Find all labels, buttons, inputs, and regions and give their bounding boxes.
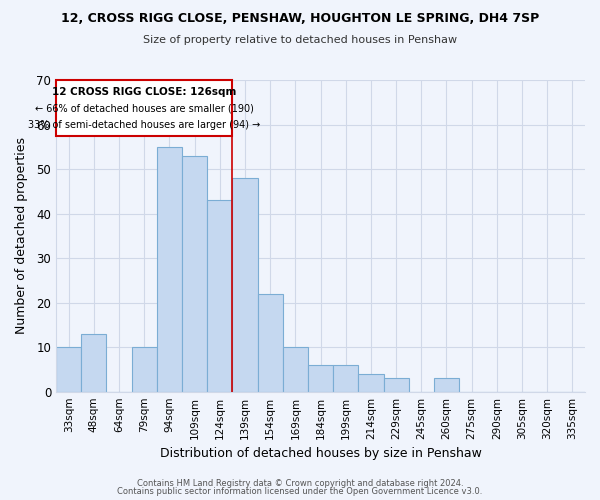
X-axis label: Distribution of detached houses by size in Penshaw: Distribution of detached houses by size … bbox=[160, 447, 481, 460]
Text: Contains HM Land Registry data © Crown copyright and database right 2024.: Contains HM Land Registry data © Crown c… bbox=[137, 478, 463, 488]
Bar bbox=[308, 365, 333, 392]
Bar bbox=[232, 178, 257, 392]
Bar bbox=[131, 347, 157, 392]
Bar bbox=[358, 374, 383, 392]
Bar bbox=[333, 365, 358, 392]
Text: 12 CROSS RIGG CLOSE: 126sqm: 12 CROSS RIGG CLOSE: 126sqm bbox=[52, 88, 236, 98]
Bar bbox=[283, 347, 308, 392]
Bar bbox=[257, 294, 283, 392]
Bar bbox=[207, 200, 232, 392]
Text: Contains public sector information licensed under the Open Government Licence v3: Contains public sector information licen… bbox=[118, 487, 482, 496]
Bar bbox=[157, 147, 182, 392]
FancyBboxPatch shape bbox=[56, 80, 232, 136]
Y-axis label: Number of detached properties: Number of detached properties bbox=[15, 138, 28, 334]
Bar bbox=[434, 378, 459, 392]
Bar bbox=[81, 334, 106, 392]
Bar bbox=[383, 378, 409, 392]
Text: 33% of semi-detached houses are larger (94) →: 33% of semi-detached houses are larger (… bbox=[28, 120, 260, 130]
Text: Size of property relative to detached houses in Penshaw: Size of property relative to detached ho… bbox=[143, 35, 457, 45]
Text: 12, CROSS RIGG CLOSE, PENSHAW, HOUGHTON LE SPRING, DH4 7SP: 12, CROSS RIGG CLOSE, PENSHAW, HOUGHTON … bbox=[61, 12, 539, 26]
Text: ← 66% of detached houses are smaller (190): ← 66% of detached houses are smaller (19… bbox=[35, 104, 254, 114]
Bar bbox=[182, 156, 207, 392]
Bar bbox=[56, 347, 81, 392]
